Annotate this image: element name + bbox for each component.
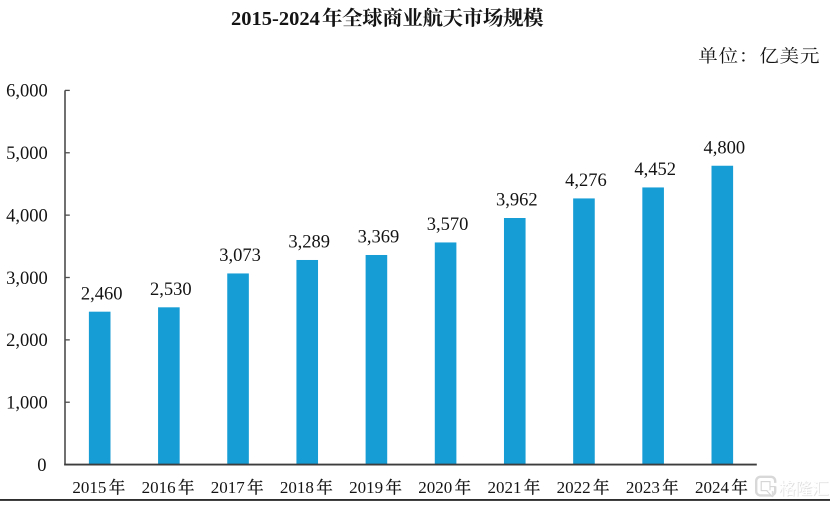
svg-text:2018: 2018 — [280, 478, 314, 497]
svg-text:2,530: 2,530 — [150, 280, 192, 300]
svg-text:1,000: 1,000 — [6, 394, 48, 414]
svg-text:3,073: 3,073 — [219, 246, 261, 266]
svg-text:2017: 2017 — [211, 478, 246, 497]
svg-text:2015: 2015 — [72, 478, 106, 497]
svg-text:4,000: 4,000 — [6, 206, 48, 226]
svg-text:2016: 2016 — [142, 478, 176, 497]
svg-text:4,276: 4,276 — [565, 171, 607, 191]
svg-text:2020: 2020 — [418, 478, 452, 497]
svg-text:3,570: 3,570 — [427, 215, 469, 235]
svg-text:2022: 2022 — [557, 478, 591, 497]
svg-text:2,000: 2,000 — [6, 331, 48, 351]
svg-text:2024: 2024 — [695, 478, 730, 497]
svg-text:2021: 2021 — [487, 478, 521, 497]
svg-text:3,369: 3,369 — [358, 228, 400, 248]
svg-text:3,289: 3,289 — [288, 233, 330, 253]
svg-text:4,452: 4,452 — [634, 160, 676, 180]
svg-text:4,800: 4,800 — [703, 138, 745, 158]
svg-text:3,000: 3,000 — [6, 269, 48, 289]
svg-text:2,460: 2,460 — [81, 284, 123, 304]
svg-text:5,000: 5,000 — [6, 144, 48, 164]
svg-text:2023: 2023 — [626, 478, 660, 497]
svg-text:6,000: 6,000 — [6, 82, 48, 102]
svg-text:2015-2024: 2015-2024 — [231, 8, 320, 30]
svg-text:2019: 2019 — [349, 478, 383, 497]
svg-text:0: 0 — [37, 456, 46, 476]
svg-text:3,962: 3,962 — [496, 191, 538, 211]
